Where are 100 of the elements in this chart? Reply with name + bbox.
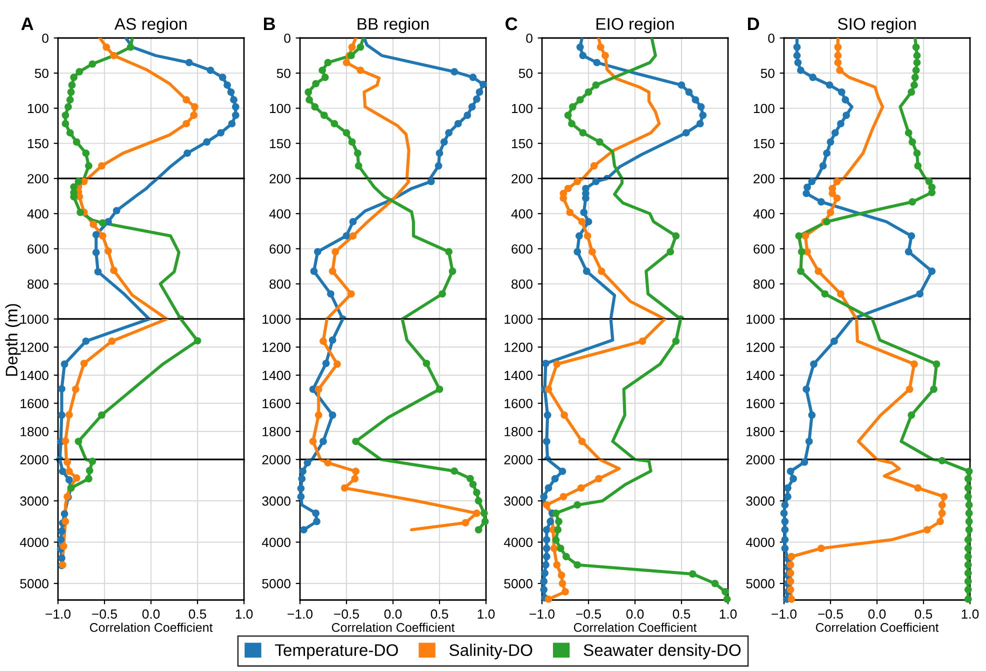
chart-title: BB region (358, 18, 429, 34)
y-tick-label: 200 (754, 174, 774, 184)
y-tick-label: 1600 (504, 398, 532, 408)
x-axis-title: Correlation Coefficient (574, 622, 697, 632)
chart-title: EIO region (596, 18, 674, 34)
y-tick-label: 2000 (746, 455, 774, 464)
x-tick-label: −0.5 (334, 609, 359, 619)
y-tick-label: 400 (269, 209, 290, 219)
y-tick-label: 4000 (746, 538, 774, 548)
y-tick-label: 0 (284, 34, 290, 43)
y-tick-label: 3000 (262, 496, 290, 506)
y-tick-label: 50 (276, 68, 290, 78)
y-tick-label: 50 (518, 68, 532, 78)
y-tick-label: 1800 (20, 426, 48, 436)
y-tick-label: 1000 (262, 314, 290, 324)
y-tick-label: 1600 (746, 398, 774, 408)
y-tick-label: 2000 (20, 455, 48, 464)
text: A (21, 18, 34, 30)
y-tick-label: 4000 (20, 538, 48, 548)
y-tick-label: 800 (270, 279, 290, 289)
y-axis-title: Depth (m) (5, 304, 21, 376)
y-tick-label: 150 (512, 138, 532, 148)
y-tick-label: 5000 (262, 579, 290, 588)
y-tick-label: 2000 (504, 455, 532, 464)
x-tick-label: 0.5 (672, 609, 690, 619)
y-tick-label: 1800 (504, 426, 532, 436)
y-tick-label: 3000 (504, 496, 532, 506)
x-tick-label: 0.0 (384, 609, 402, 619)
y-tick-label: 150 (754, 138, 774, 148)
y-tick-label: 1400 (746, 370, 774, 380)
y-tick-label: 600 (512, 244, 532, 254)
x-tick-label: 1.0 (478, 609, 495, 619)
x-tick-label: 0.0 (626, 609, 644, 619)
legend-label: Seawater density-DO (584, 644, 741, 660)
y-tick-label: 200 (270, 174, 290, 184)
y-tick-label: 100 (270, 104, 290, 114)
x-tick-label: 1.0 (236, 609, 253, 619)
x-axis-title: Correlation Coefficient (332, 622, 455, 632)
y-tick-label: 800 (28, 279, 48, 289)
x-axis-title: Correlation Coefficient (90, 622, 213, 632)
y-tick-label: 1600 (262, 398, 290, 408)
x-tick-label: −1.0 (46, 609, 71, 619)
chart-title: SIO region (838, 18, 916, 34)
y-tick-label: 100 (512, 104, 532, 114)
x-tick-label: 1.0 (962, 609, 979, 619)
y-tick-label: 1600 (20, 398, 48, 408)
x-tick-label: 0.5 (430, 609, 448, 619)
y-tick-label: 600 (270, 244, 290, 254)
legend-label: Temperature-DO (274, 644, 398, 660)
y-tick-label: 1200 (746, 342, 774, 352)
y-tick-label: 1800 (746, 426, 774, 436)
y-tick-label: 400 (753, 209, 774, 219)
x-tick-label: 0.5 (188, 609, 206, 619)
x-tick-label: −0.5 (576, 609, 601, 619)
y-tick-label: 100 (754, 104, 774, 114)
y-tick-label: 2000 (262, 455, 290, 464)
y-tick-label: 400 (27, 209, 48, 219)
x-tick-label: 1.0 (720, 609, 737, 619)
y-tick-label: 800 (512, 279, 532, 289)
y-tick-label: 5000 (504, 579, 532, 588)
y-tick-label: 0 (42, 34, 48, 43)
x-tick-label: 0.5 (914, 609, 932, 619)
y-tick-label: 200 (28, 174, 48, 184)
text: C (506, 17, 518, 30)
x-tick-label: −1.0 (772, 609, 797, 619)
y-tick-label: 100 (28, 104, 48, 114)
text: B (264, 18, 276, 30)
y-tick-label: 1200 (504, 342, 532, 352)
x-tick-label: 0.0 (142, 609, 160, 619)
chart-title: AS region (114, 18, 187, 34)
y-tick-label: 4000 (262, 538, 290, 548)
y-tick-label: 600 (754, 244, 774, 254)
y-tick-label: 1400 (262, 370, 290, 380)
x-axis-title: Correlation Coefficient (816, 622, 939, 632)
y-tick-label: 3000 (20, 496, 48, 506)
y-tick-label: 1000 (746, 314, 774, 324)
x-tick-label: −0.5 (92, 609, 117, 619)
y-tick-label: 1400 (20, 370, 48, 380)
text: D (748, 18, 760, 30)
y-tick-label: 50 (760, 68, 774, 78)
y-tick-label: 1000 (20, 314, 48, 324)
y-tick-label: 200 (512, 174, 532, 184)
y-tick-label: 0 (526, 34, 532, 43)
y-tick-label: 0 (768, 34, 774, 43)
y-tick-label: 50 (34, 68, 48, 78)
legend-label: Salinity-DO (449, 644, 532, 660)
x-tick-label: −0.5 (818, 609, 843, 619)
x-tick-label: 0.0 (868, 609, 886, 619)
y-tick-label: 3000 (746, 496, 774, 506)
y-tick-label: 150 (28, 138, 48, 148)
y-tick-label: 1200 (262, 342, 290, 352)
y-tick-label: 1000 (504, 314, 532, 324)
y-tick-label: 5000 (746, 579, 774, 588)
y-tick-label: 150 (270, 138, 290, 148)
y-tick-label: 800 (754, 279, 774, 289)
y-tick-label: 5000 (20, 579, 48, 588)
y-tick-label: 1400 (504, 370, 532, 380)
y-tick-label: 4000 (504, 538, 532, 548)
x-tick-label: −1.0 (288, 609, 313, 619)
y-tick-label: 1200 (20, 342, 48, 352)
